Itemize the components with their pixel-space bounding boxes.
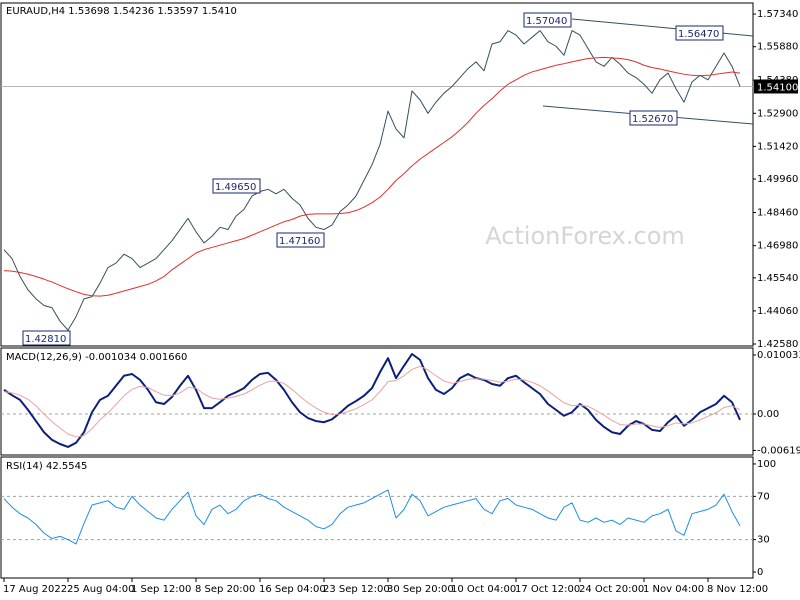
y-tick-label: 0.00 (757, 409, 779, 420)
annotation-box (523, 12, 572, 28)
annotation: 1.57040 (526, 16, 567, 27)
x-tick-label: 30 Sep 20:00 (387, 584, 454, 595)
watermark: ActionForex.com (485, 222, 685, 250)
price-panel (0, 2, 754, 347)
x-tick-label: 17 Oct 12:00 (515, 584, 580, 595)
annotation: 1.56470 (678, 29, 719, 40)
series-line (3, 365, 741, 438)
annotation: 1.42810 (25, 334, 66, 345)
current-price-label: 1.54100 (757, 82, 798, 93)
macd-title: MACD(12,26,9) -0.001034 0.001660 (6, 352, 187, 363)
y-tick-label: 1.44060 (757, 306, 798, 317)
series-line (3, 56, 741, 297)
series-line (3, 30, 741, 331)
annotation-box (675, 25, 724, 41)
y-tick-label: 0 (757, 567, 763, 578)
annotation: 1.49650 (215, 182, 256, 193)
annotation: 1.52670 (632, 114, 673, 125)
x-tick-label: 8 Sep 20:00 (195, 584, 255, 595)
x-tick-label: 16 Sep 04:00 (259, 584, 326, 595)
y-tick-label: 1.49960 (757, 174, 798, 185)
y-tick-label: 1.45540 (757, 273, 798, 284)
x-tick-label: 8 Nov 12:00 (707, 584, 768, 595)
y-tick-label: 1.51420 (757, 141, 798, 152)
annotation-box (22, 330, 71, 346)
current-price-box (754, 79, 798, 94)
x-tick-label: 10 Oct 04:00 (451, 584, 516, 595)
x-tick-label: 1 Nov 04:00 (643, 584, 704, 595)
x-tick-label: 24 Oct 20:00 (579, 584, 644, 595)
series-line (3, 353, 741, 448)
y-tick-label: 1.52900 (757, 108, 798, 119)
annotation-box (629, 110, 678, 126)
y-tick-label: 100 (757, 459, 776, 470)
annotation-box (212, 178, 261, 194)
x-tick-label: 23 Sep 12:00 (323, 584, 390, 595)
x-tick-label: 17 Aug 2022 (3, 584, 67, 595)
y-tick-label: 1.55880 (757, 42, 798, 53)
y-tick-label: 30 (757, 535, 770, 546)
y-tick-label: 0.010033 (757, 350, 800, 361)
y-tick-label: -0.006193 (757, 445, 800, 456)
y-tick-label: 1.46980 (757, 241, 798, 252)
series-line (3, 489, 741, 545)
rsi-panel (0, 456, 754, 579)
x-tick-label: 25 Aug 04:00 (67, 584, 134, 595)
y-tick-label: 1.57340 (757, 9, 798, 20)
annotation: 1.47160 (279, 236, 320, 247)
annotation-box (276, 232, 325, 248)
y-tick-label: 1.48460 (757, 208, 798, 219)
channel-upper (571, 18, 754, 37)
rsi-title: RSI(14) 42.5545 (6, 461, 87, 472)
y-tick-label: 70 (757, 491, 770, 502)
y-tick-label: 1.42580 (757, 339, 798, 350)
macd-panel (0, 347, 754, 456)
x-tick-label: 1 Sep 12:00 (131, 584, 191, 595)
chart-title: EURAUD,H4 1.53698 1.54236 1.53597 1.5410 (6, 6, 237, 17)
